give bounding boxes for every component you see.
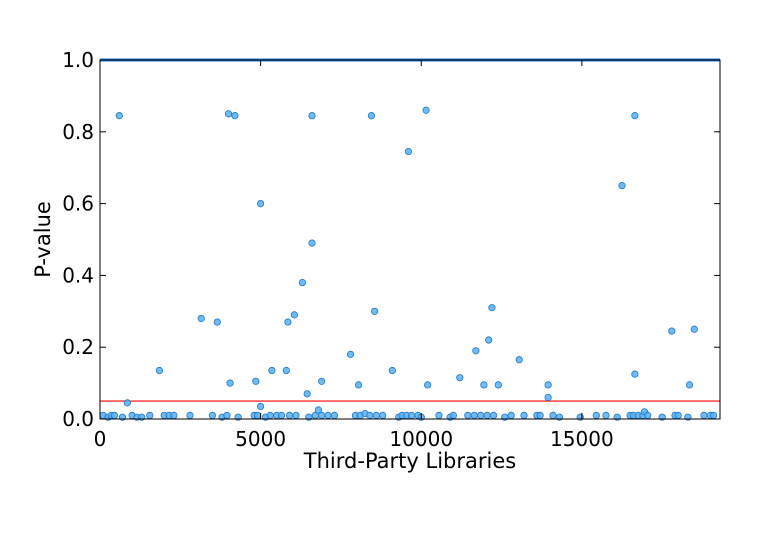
data-point [464, 411, 472, 420]
data-point [346, 350, 355, 358]
y-axis-label: P-value [31, 201, 55, 278]
data-point [123, 399, 131, 407]
data-point [308, 239, 316, 247]
data-point [268, 366, 276, 375]
data-point [379, 411, 387, 420]
data-point [314, 406, 323, 414]
data-point [408, 411, 416, 420]
data-point [277, 411, 286, 420]
data-point [422, 106, 430, 114]
x-axis-label: Third-Party Libraries [303, 449, 516, 473]
data-point [224, 110, 233, 118]
data-point [631, 112, 639, 120]
data-point [371, 307, 379, 315]
data-point [388, 366, 396, 375]
data-point [470, 411, 478, 420]
data-point [494, 381, 502, 389]
data-point [208, 411, 217, 420]
data-point [366, 411, 374, 420]
data-point [197, 314, 205, 323]
data-point [674, 411, 682, 420]
data-point [472, 347, 480, 355]
data-point [488, 304, 496, 312]
data-point [644, 411, 652, 420]
data-point [318, 411, 326, 420]
y-tick-label: 0.6 [62, 192, 94, 216]
data-point [355, 381, 363, 389]
data-point [146, 411, 154, 420]
data-point [435, 411, 443, 420]
data-point [284, 318, 292, 326]
data-point [303, 390, 311, 398]
data-point [282, 366, 290, 375]
data-point [110, 411, 119, 420]
data-point [257, 402, 265, 411]
data-point [424, 381, 432, 389]
data-point [253, 411, 262, 420]
x-tick-label: 0 [94, 427, 107, 451]
data-point [449, 411, 457, 420]
x-tick-label: 15000 [550, 427, 614, 451]
data-point [507, 411, 515, 420]
data-point [308, 112, 316, 120]
y-tick-label: 1.0 [62, 48, 94, 72]
plot-area-frame [99, 59, 721, 420]
data-point [257, 200, 265, 208]
data-point [330, 411, 339, 420]
data-point [367, 112, 376, 120]
data-point [544, 381, 552, 389]
data-point [685, 381, 694, 389]
data-point [631, 370, 639, 378]
data-point [298, 278, 306, 287]
data-point [618, 182, 626, 190]
data-point [213, 318, 221, 326]
data-point [170, 411, 178, 420]
data-point [690, 325, 698, 333]
data-point [700, 411, 708, 420]
data-point [485, 336, 493, 344]
data-point [226, 379, 234, 387]
data-point [155, 366, 164, 375]
data-point [477, 411, 485, 420]
y-tick-label: 0.0 [62, 407, 94, 431]
data-point [318, 377, 326, 385]
data-point [480, 381, 488, 389]
data-point [231, 112, 239, 120]
y-tick-label: 0.4 [62, 263, 94, 287]
data-point [456, 374, 464, 382]
data-point [404, 147, 412, 156]
data-point [266, 411, 274, 420]
data-point [285, 411, 294, 420]
x-tick-label: 5000 [235, 427, 286, 451]
data-point [549, 411, 557, 420]
y-tick-label: 0.8 [62, 120, 94, 144]
data-point [489, 411, 498, 420]
data-point [668, 327, 676, 335]
data-point [186, 411, 194, 420]
data-point [520, 411, 528, 420]
data-point [223, 411, 231, 420]
data-point [536, 411, 544, 420]
data-point [292, 411, 300, 420]
x-tick-label: 10000 [389, 427, 453, 451]
data-point [324, 411, 332, 420]
data-point [602, 411, 610, 420]
data-point [544, 393, 552, 402]
data-point [372, 411, 380, 420]
data-point [592, 411, 600, 420]
y-tick-label: 0.2 [62, 335, 94, 359]
data-point [290, 311, 298, 319]
data-point [515, 356, 523, 364]
data-point [115, 112, 123, 120]
data-point [252, 377, 260, 385]
data-point [483, 411, 491, 420]
data-point [709, 411, 718, 420]
